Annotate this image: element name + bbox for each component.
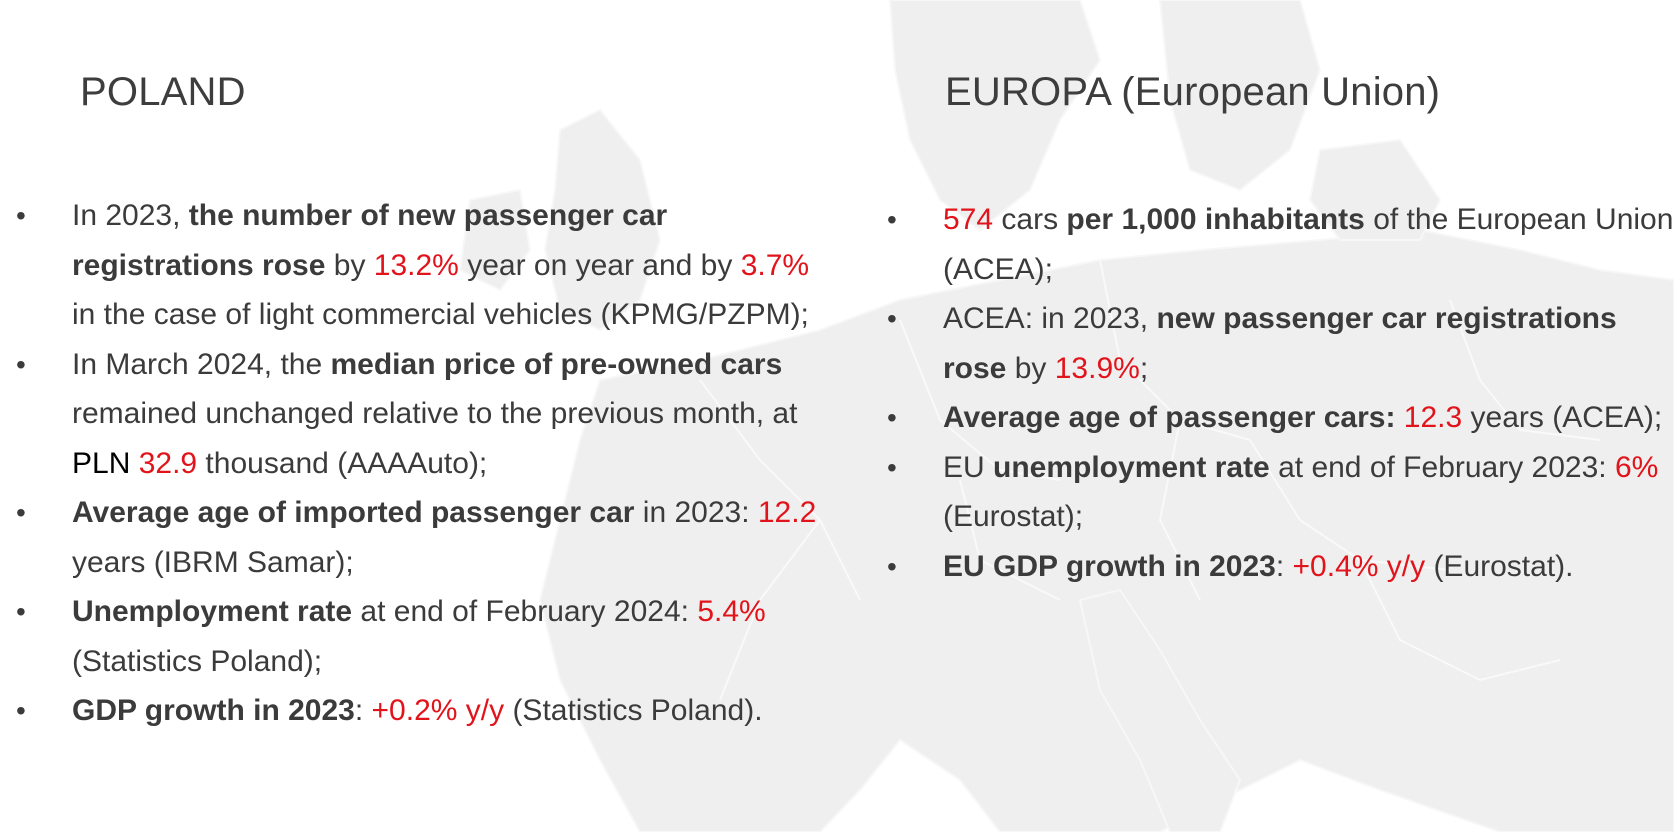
highlight-value: 13.9% (1054, 351, 1140, 385)
poland-bullet-list: • In 2023, the number of new passenger ca… (0, 191, 820, 736)
text-segment: at end of February 2023: (1269, 450, 1615, 484)
europe-bullet-list: • 574 cars per 1,000 inhabitants of the E… (870, 195, 1674, 591)
list-item: • Average age of imported passenger car i… (0, 488, 820, 587)
highlight-value: 574 (943, 203, 994, 236)
map-scandinavia (888, 0, 1102, 232)
text-segment: remained unchanged relative to the previ… (72, 397, 798, 430)
text-segment: thousand (AAAAuto); (197, 446, 488, 480)
list-item: • ACEA: in 2023, new passenger car regist… (870, 294, 1674, 393)
bold-text: unemployment rate (993, 450, 1270, 484)
text-segment: EU (943, 450, 994, 484)
highlight-value: 12.3 (1403, 401, 1463, 434)
list-item: • In 2023, the number of new passenger ca… (0, 191, 820, 340)
highlight-value: 13.2% (373, 248, 459, 282)
text-segment: : (354, 694, 372, 727)
text-segment: (Statistics Poland). (504, 694, 763, 727)
highlight-value: 3.7% (740, 248, 810, 282)
text-segment: (Eurostat); (943, 500, 1084, 533)
text-segment: in the case of light commercial vehicles… (72, 298, 809, 331)
bold-text: Average age of imported passenger car (72, 496, 635, 529)
text-segment: in 2023: (634, 496, 758, 529)
list-item: • EU unemployment rate at end of February… (870, 443, 1674, 542)
text-segment: In March 2024, the (72, 347, 331, 381)
bold-text: GDP growth in 2023 (72, 694, 355, 727)
text-segment: PLN (72, 446, 131, 480)
europe-heading: EUROPA (European Union) (945, 70, 1441, 114)
bullet-icon: • (887, 303, 897, 334)
text-segment: ; (1139, 351, 1149, 385)
map-continent (538, 228, 1674, 832)
poland-heading: POLAND (80, 70, 246, 114)
highlight-value: +0.4% y/y (1292, 549, 1426, 583)
text-segment: (Statistics Poland); (72, 644, 323, 678)
bullet-icon: • (16, 497, 26, 528)
text-segment: In 2023, (72, 199, 189, 232)
list-item: • 574 cars per 1,000 inhabitants of the E… (870, 195, 1674, 294)
highlight-value: +0.2% y/y (371, 694, 505, 727)
map-uk (543, 108, 662, 332)
text-segment (1395, 401, 1403, 434)
bullet-icon: • (887, 550, 897, 582)
bullet-icon: • (887, 204, 897, 235)
bullet-icon: • (887, 451, 897, 483)
text-segment: ACEA: in 2023, (943, 302, 1157, 335)
list-item: • Unemployment rate at end of February 20… (0, 587, 820, 686)
bullet-icon: • (16, 348, 26, 380)
bold-text: the number of new passenger car registra… (72, 199, 668, 282)
highlight-value: 5.4% (697, 595, 766, 628)
text-segment: cars (993, 203, 1067, 236)
text-segment: by (1006, 351, 1055, 385)
bold-text: Unemployment rate (72, 595, 353, 628)
bullet-icon: • (887, 402, 897, 433)
list-item: • In March 2024, the median price of pre-… (0, 340, 820, 489)
bullet-icon: • (16, 695, 26, 726)
text-segment: years (ACEA); (1462, 401, 1663, 434)
list-item: • Average age of passenger cars: 12.3 yea… (870, 393, 1674, 443)
bold-text: new passenger car registrations rose (943, 302, 1617, 385)
list-item: • EU GDP growth in 2023: +0.4% y/y (Euros… (870, 542, 1674, 592)
text-segment: of the European Union (ACEA); (943, 203, 1674, 286)
text-segment: : (1275, 549, 1293, 583)
text-segment: at end of February 2024: (352, 595, 698, 628)
highlight-value: 32.9 (138, 446, 198, 480)
highlight-value: 6% (1614, 450, 1659, 484)
text-segment: years (IBRM Samar); (72, 545, 354, 579)
text-segment: (Eurostat). (1425, 549, 1574, 583)
map-italy (1078, 588, 1242, 832)
bullet-icon: • (16, 200, 26, 231)
bold-text: median price of pre-owned cars (330, 347, 783, 381)
list-item: • GDP growth in 2023: +0.2% y/y (Statisti… (0, 686, 820, 736)
bullet-icon: • (16, 596, 26, 627)
text-segment (130, 447, 138, 480)
text-segment: year on year and by (458, 248, 741, 282)
bold-text: per 1,000 inhabitants (1066, 203, 1365, 236)
map-baltic-states (1308, 138, 1442, 241)
bold-text: Average age of passenger cars: (943, 401, 1396, 434)
bold-text: EU GDP growth in 2023 (943, 549, 1276, 583)
text-segment: by (325, 248, 374, 282)
highlight-value: 12.2 (757, 496, 817, 529)
map-ireland (458, 188, 532, 292)
map-finland (1158, 0, 1322, 192)
